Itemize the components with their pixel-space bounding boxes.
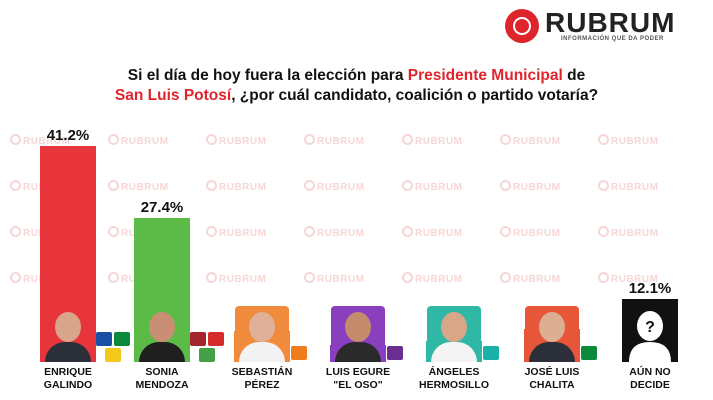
candidate-face [55,312,81,342]
title-highlight2: San Luis Potosí [114,87,232,104]
watermark-text: RUBRUM [500,272,560,285]
party-logo-icon [581,346,597,360]
data-label: 27.4% [140,199,184,217]
candidate-name: ENRIQUE GALINDO [43,366,93,391]
candidate-name: SEBASTIÁN PÉREZ [231,366,293,391]
watermark-text: RUBRUM [402,180,462,193]
candidate-shirt [529,342,575,362]
title-part3: , ¿por cuál candidato, coalición o parti… [231,87,599,104]
party-logo-icon [190,332,206,346]
candidate-photo [235,306,289,362]
watermark-text: RUBRUM [304,134,364,147]
rubrum-logo: RUBRUM INFORMACIÓN QUE DA PODER [505,6,695,46]
svg-text:?: ? [645,319,655,336]
candidate-shirt [139,342,185,362]
candidate-name: SONIA MENDOZA [135,366,189,391]
candidate-shirt [239,342,285,362]
watermark-text: RUBRUM [206,134,266,147]
watermark-text: RUBRUM [598,226,658,239]
data-label: 12.1% [628,279,672,297]
watermark-text: RUBRUM [108,134,168,147]
candidate-photo [135,306,189,362]
candidate-face [249,312,275,342]
question-mark-silhouette-icon: ? [629,311,671,362]
candidate-photo [41,306,95,362]
rubrum-logo-icon [505,9,539,43]
watermark-text: RUBRUM [108,180,168,193]
brand-tagline: INFORMACIÓN QUE DA PODER [561,36,664,42]
watermark-text: RUBRUM [598,134,658,147]
candidate-shirt [431,342,477,362]
candidate-photo [427,306,481,362]
candidate-shirt [45,342,91,362]
watermark-text: RUBRUM [402,226,462,239]
title-part1: Si el día de hoy fuera la elección para [127,67,408,84]
candidate-photo [331,306,385,362]
title-highlight1: Presidente Municipal [407,67,563,84]
watermark-text: RUBRUM [304,272,364,285]
watermark-text: RUBRUM [206,180,266,193]
candidate-name: LUIS EGURE "EL OSO" [325,366,391,391]
title-part2: de [562,67,586,84]
watermark-text: RUBRUM [500,180,560,193]
chart-title: Si el día de hoy fuera la elección para … [30,66,683,106]
watermark-text: RUBRUM [402,272,462,285]
watermark-text: RUBRUM [206,272,266,285]
party-logo-icon [199,348,215,362]
party-logo-icon [291,346,307,360]
watermark-text: RUBRUM [304,226,364,239]
watermark-text: RUBRUM [206,226,266,239]
party-logo-icon [105,348,121,362]
party-logo-icon [387,346,403,360]
candidate-photo [525,306,579,362]
watermark-text: RUBRUM [10,134,70,147]
candidate-face [441,312,467,342]
brand-name: RUBRUM [545,7,676,38]
candidate-name: JOSÉ LUIS CHALITA [524,366,580,391]
watermark-text: RUBRUM [500,226,560,239]
watermark-text: RUBRUM [500,134,560,147]
party-logo-icon [114,332,130,346]
candidate-face [345,312,371,342]
data-label: 41.2% [46,127,90,144]
watermark-text: RUBRUM [304,180,364,193]
watermark-text: RUBRUM [598,272,658,285]
candidate-face [149,312,175,342]
watermark-text: RUBRUM [598,180,658,193]
candidate-name: ÁNGELES HERMOSILLO [419,366,489,391]
watermark-text: RUBRUM [402,134,462,147]
candidate-shirt [335,342,381,362]
party-logo-icon [96,332,112,346]
candidate-face [539,312,565,342]
party-logo-icon [208,332,224,346]
candidate-name: AÚN NO DECIDE [629,366,671,391]
party-logo-icon [483,346,499,360]
